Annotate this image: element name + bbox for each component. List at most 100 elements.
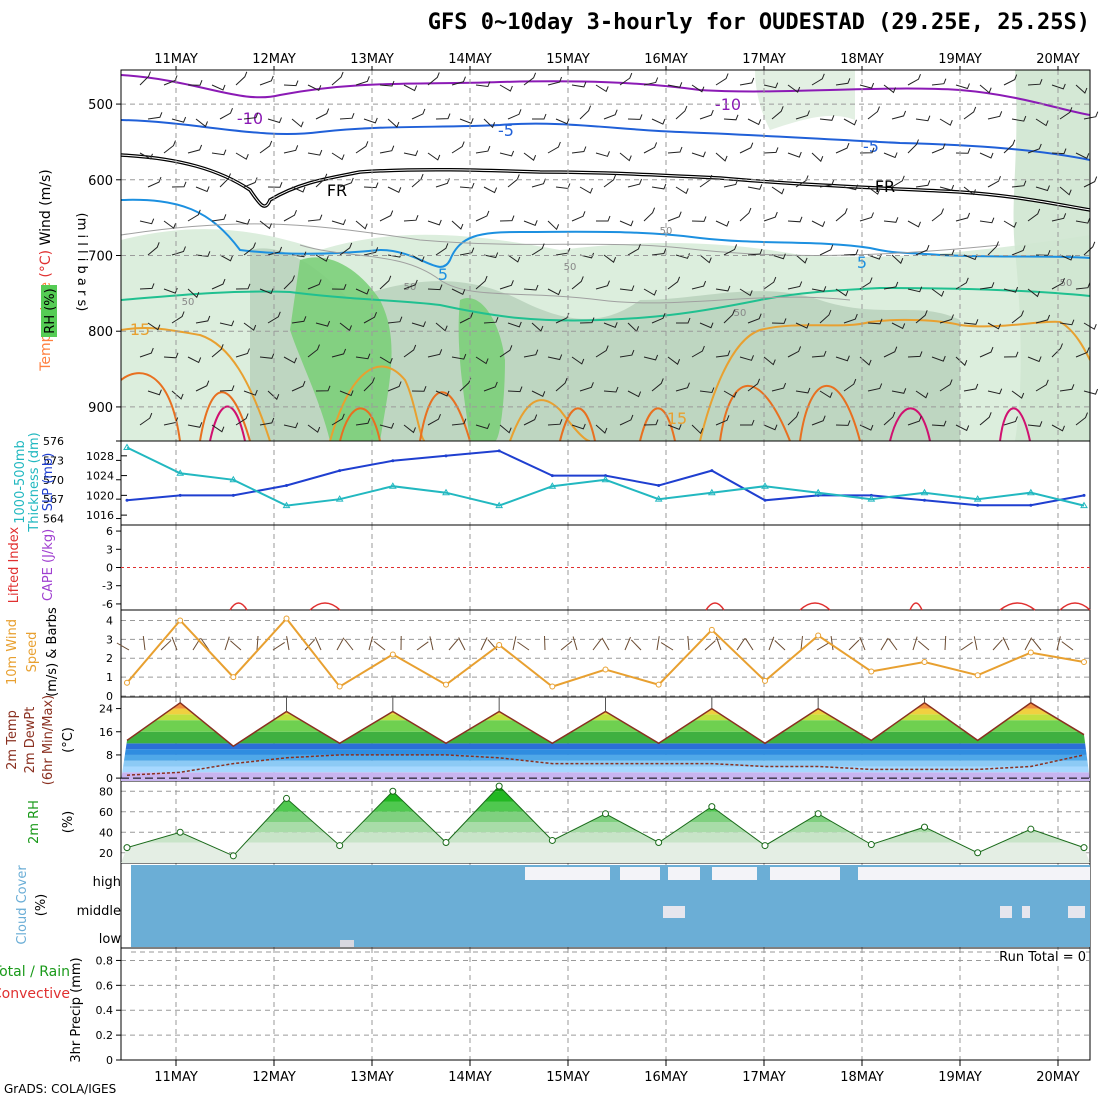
thickness-series-point	[176, 469, 185, 476]
rh-series-point	[442, 839, 450, 846]
wind-barb	[339, 177, 354, 188]
wind-barb	[835, 355, 850, 362]
wind-barb	[1035, 314, 1051, 324]
surface-wind-barb	[624, 636, 631, 651]
rh-series-point	[1027, 825, 1035, 833]
wind-barb	[715, 220, 730, 227]
precip-tick-label: 0.2	[96, 1029, 114, 1042]
wind-barb	[379, 356, 393, 364]
slp-tick-label: 1024	[86, 470, 114, 483]
temp-band	[121, 743, 1090, 750]
surface-wind-barb	[830, 636, 834, 651]
lifted-index-line	[909, 602, 923, 611]
upper-y-label-part: (°C)	[38, 250, 54, 282]
wind-barb	[307, 279, 322, 290]
wind-barb	[740, 419, 755, 426]
thickness-series-point	[282, 501, 291, 509]
wind-barb	[723, 244, 738, 256]
wind-barb	[963, 254, 978, 261]
wind-barb	[211, 149, 227, 156]
wind-barb	[939, 249, 955, 256]
thickness-series-line	[126, 446, 1085, 507]
wind-barb	[987, 388, 1003, 395]
wind-barb	[307, 344, 320, 358]
surface-wind-barb	[592, 638, 602, 651]
wind-barb	[523, 152, 537, 161]
wind-barb	[891, 254, 904, 265]
wind-barb	[219, 254, 233, 262]
surface-wind-barb	[314, 636, 322, 651]
surface-wind-barb	[800, 636, 803, 651]
stability-tick-label: -6	[102, 598, 113, 611]
temp-minmax-bar	[924, 697, 925, 703]
temp-band	[121, 749, 1090, 755]
wind-barb	[531, 243, 545, 256]
wind-barb	[603, 109, 618, 120]
wind-barb	[499, 280, 514, 290]
wind-barb	[411, 254, 425, 263]
upper-y-label-part: Wind	[38, 210, 54, 250]
wind-barb	[987, 241, 999, 256]
wind-barb	[283, 210, 297, 222]
wind-barb	[955, 83, 970, 90]
surface-wind-barb	[944, 635, 947, 651]
wind-barb	[787, 216, 803, 223]
surface-wind-barb	[230, 640, 242, 651]
surface-wind-barb	[560, 640, 573, 651]
wind-barb	[219, 173, 231, 188]
wind-barb	[1051, 424, 1065, 432]
wind-barb	[595, 151, 610, 157]
wind-barb	[339, 113, 355, 120]
temp-band	[121, 731, 1090, 744]
wind-barb	[859, 82, 875, 89]
wind-barb	[435, 113, 451, 120]
wind-barb	[651, 183, 667, 190]
date-label-top: 20MAY	[1036, 52, 1080, 67]
rh-legend-label: RH (%)	[43, 288, 58, 333]
wind-barb	[1051, 343, 1063, 358]
wind-barb	[603, 322, 618, 328]
lifted-index-line	[799, 602, 831, 611]
wind-barb	[603, 174, 617, 188]
thickness-series-point	[442, 488, 450, 496]
wind-barb	[435, 243, 449, 256]
wind-barb	[139, 283, 155, 290]
wind-barb	[187, 80, 203, 86]
wind-barb	[147, 112, 163, 120]
surface-wind-barb	[715, 636, 722, 651]
wind-barb	[571, 423, 586, 430]
slp-series-point	[763, 498, 767, 502]
wind-barb	[691, 345, 705, 358]
wind-barb	[427, 219, 442, 226]
wind-barb	[835, 420, 851, 426]
wind-barb	[1003, 416, 1018, 426]
surface-wind-barb	[1061, 641, 1074, 651]
wind-barb	[747, 248, 763, 256]
wind-barb	[595, 84, 609, 93]
wind-barb	[571, 146, 587, 154]
wind-barb	[883, 152, 898, 159]
wind-barb	[1075, 152, 1090, 159]
pressure-tick-label: 600	[88, 174, 113, 189]
wind-barb	[291, 118, 304, 128]
wind-barb	[891, 388, 907, 394]
wind-speed-series-point	[283, 615, 290, 622]
wind-barb	[411, 108, 426, 120]
wind-barb	[483, 381, 498, 392]
wind-barb	[819, 115, 835, 121]
wind-barb	[627, 178, 643, 188]
wind-barb	[187, 144, 203, 154]
wind-barb	[451, 141, 465, 154]
rh2m-label: (%)	[61, 811, 76, 834]
wind-barb	[171, 116, 187, 123]
date-label-bottom: 19MAY	[938, 1070, 982, 1085]
wind-barb	[715, 285, 731, 292]
slp-series-point	[497, 449, 501, 453]
wind-barb	[291, 186, 306, 193]
rh-band	[121, 842, 1090, 863]
wind-barb	[979, 282, 995, 290]
wind-barb	[355, 141, 369, 154]
cloud-gap-middle	[1022, 906, 1030, 918]
wind-barb	[363, 377, 375, 392]
wind-barb	[787, 84, 801, 93]
